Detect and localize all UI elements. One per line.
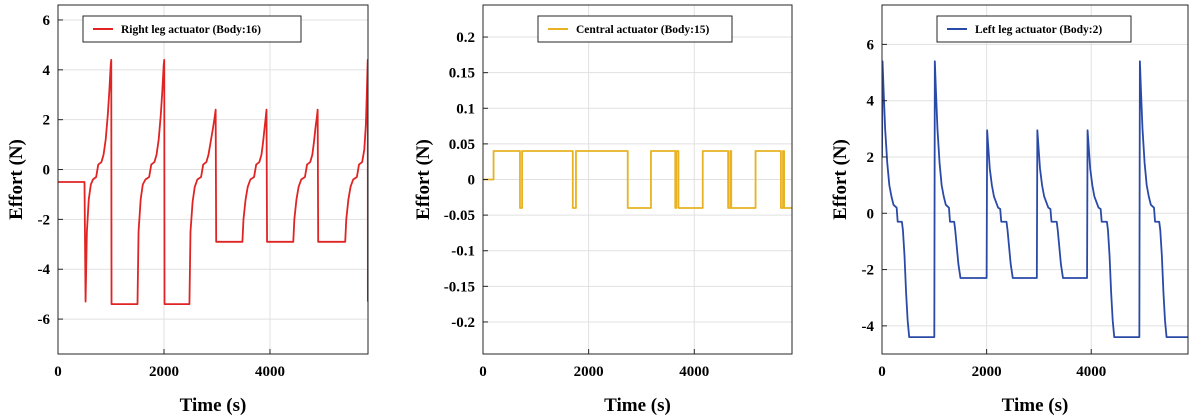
y-tick-label: 2 [867,150,875,166]
chart-panel-1: -6 -4 -2 0 2 4 6 0 2000 4000 Time (s) Effort (N) Rig… [6,4,369,416]
y-axis-label: Effort (N) [6,139,27,220]
x-tick-label: 4000 [1076,364,1106,380]
x-axis-label: Time (s) [1002,395,1069,416]
y-tick-label: 6 [867,37,875,53]
legend-label: Left leg actuator (Body:2) [975,24,1102,36]
legend: Left leg actuator (Body:2) [936,15,1132,43]
legend: Central actuator (Body:15) [537,15,733,43]
legend-box [82,15,302,43]
y-tick-label: -0.1 [451,244,475,260]
y-tick-label: 0.05 [449,137,475,153]
x-tick-label: 2000 [574,364,604,380]
plot-frame [881,4,1189,355]
y-tick-label: 4 [867,94,875,110]
series-line [882,60,1188,339]
legend-box [537,15,733,43]
y-tick-label: 0 [468,173,476,189]
y-tick-label: -4 [862,319,875,335]
y-tick-label: 4 [43,63,51,79]
x-tick-label: 2000 [149,364,179,380]
y-tick-label: 0 [867,206,875,222]
x-tick-label: 0 [54,364,62,380]
y-tick-label: -0.2 [451,315,475,331]
plot-frame [57,4,369,355]
x-tick-label: 4000 [255,364,285,380]
x-tick-label: 4000 [679,364,709,380]
x-tick-label: 2000 [972,364,1002,380]
y-tick-label: -0.05 [444,208,475,224]
chart-panel-2: -0.2 -0.15 -0.1 -0.05 0 0.05 0.1 0.15 0.2 0 2000 40… [413,4,793,416]
legend-box [936,15,1132,43]
y-tick-label: -2 [862,263,875,279]
y-tick-label: 0.1 [456,101,475,117]
y-tick-label: 2 [43,113,51,129]
legend-label: Central actuator (Body:15) [576,24,709,36]
y-tick-label: 6 [43,13,51,29]
series-line [483,150,792,209]
x-axis-label: Time (s) [180,395,247,416]
x-tick-label: 0 [878,364,886,380]
chart-panel-3: -4 -2 0 2 4 6 0 2000 4000 Time (s) Effort (N) Left … [830,4,1189,416]
y-tick-label: 0 [43,163,51,179]
legend: Right leg actuator (Body:16) [82,15,302,43]
y-tick-label: 0.15 [449,66,475,82]
y-tick-label: -0.15 [444,279,475,295]
y-tick-label: 0.2 [456,30,475,46]
y-axis-label: Effort (N) [413,139,434,220]
y-axis-label: Effort (N) [830,139,851,220]
y-tick-label: -2 [38,212,51,228]
series-line [58,58,368,306]
y-tick-label: -4 [38,262,51,278]
x-tick-label: 0 [479,364,487,380]
legend-label: Right leg actuator (Body:16) [121,24,261,36]
x-axis-label: Time (s) [604,395,671,416]
y-tick-label: -6 [38,312,51,328]
